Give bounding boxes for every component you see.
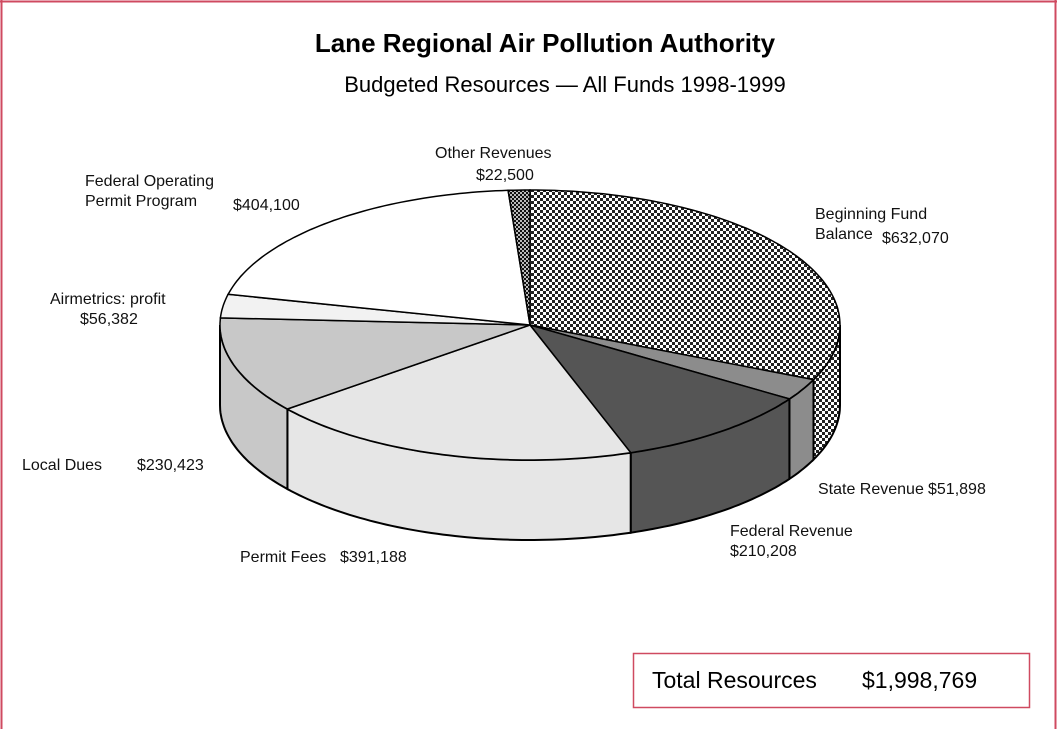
slice-label: State Revenue — [818, 481, 924, 498]
slice-label: Federal Revenue — [730, 523, 853, 540]
slice-label: Permit Fees — [240, 549, 327, 566]
slice-value-label: $632,070 — [882, 230, 949, 247]
pie-slice — [219, 317, 531, 410]
total-label: Total Resources — [652, 667, 817, 693]
chart-subtitle: Budgeted Resources — All Funds 1998-1999 — [344, 72, 786, 97]
slice-label: Beginning Fund Balance — [815, 206, 928, 243]
pie-slice — [285, 324, 633, 461]
slice-value-label: $230,423 — [137, 457, 204, 474]
pie-slice — [529, 324, 816, 400]
pie-slice — [507, 189, 531, 326]
slice-label: Airmetrics: profit — [50, 291, 166, 308]
slice-value-label: $56,382 — [80, 311, 138, 328]
total-value: $1,998,769 — [862, 667, 977, 693]
slice-label: Local Dues — [22, 457, 103, 474]
pie-slice — [529, 189, 841, 381]
total-box — [632, 652, 1031, 709]
slice-label: Federal Operating Permit Program — [85, 173, 214, 210]
pie-slice — [226, 189, 531, 326]
slice-value-label: $51,898 — [928, 481, 986, 498]
slice-value-label: $210,208 — [730, 543, 797, 560]
slice-value-label: $391,188 — [340, 549, 407, 566]
slice-label: Other Revenues — [435, 145, 552, 162]
slice-value-label: $22,500 — [476, 167, 534, 184]
slice-value-label: $404,100 — [233, 197, 300, 214]
chart-title: Lane Regional Air Pollution Authority — [315, 28, 776, 58]
pie-slice — [527, 323, 792, 454]
